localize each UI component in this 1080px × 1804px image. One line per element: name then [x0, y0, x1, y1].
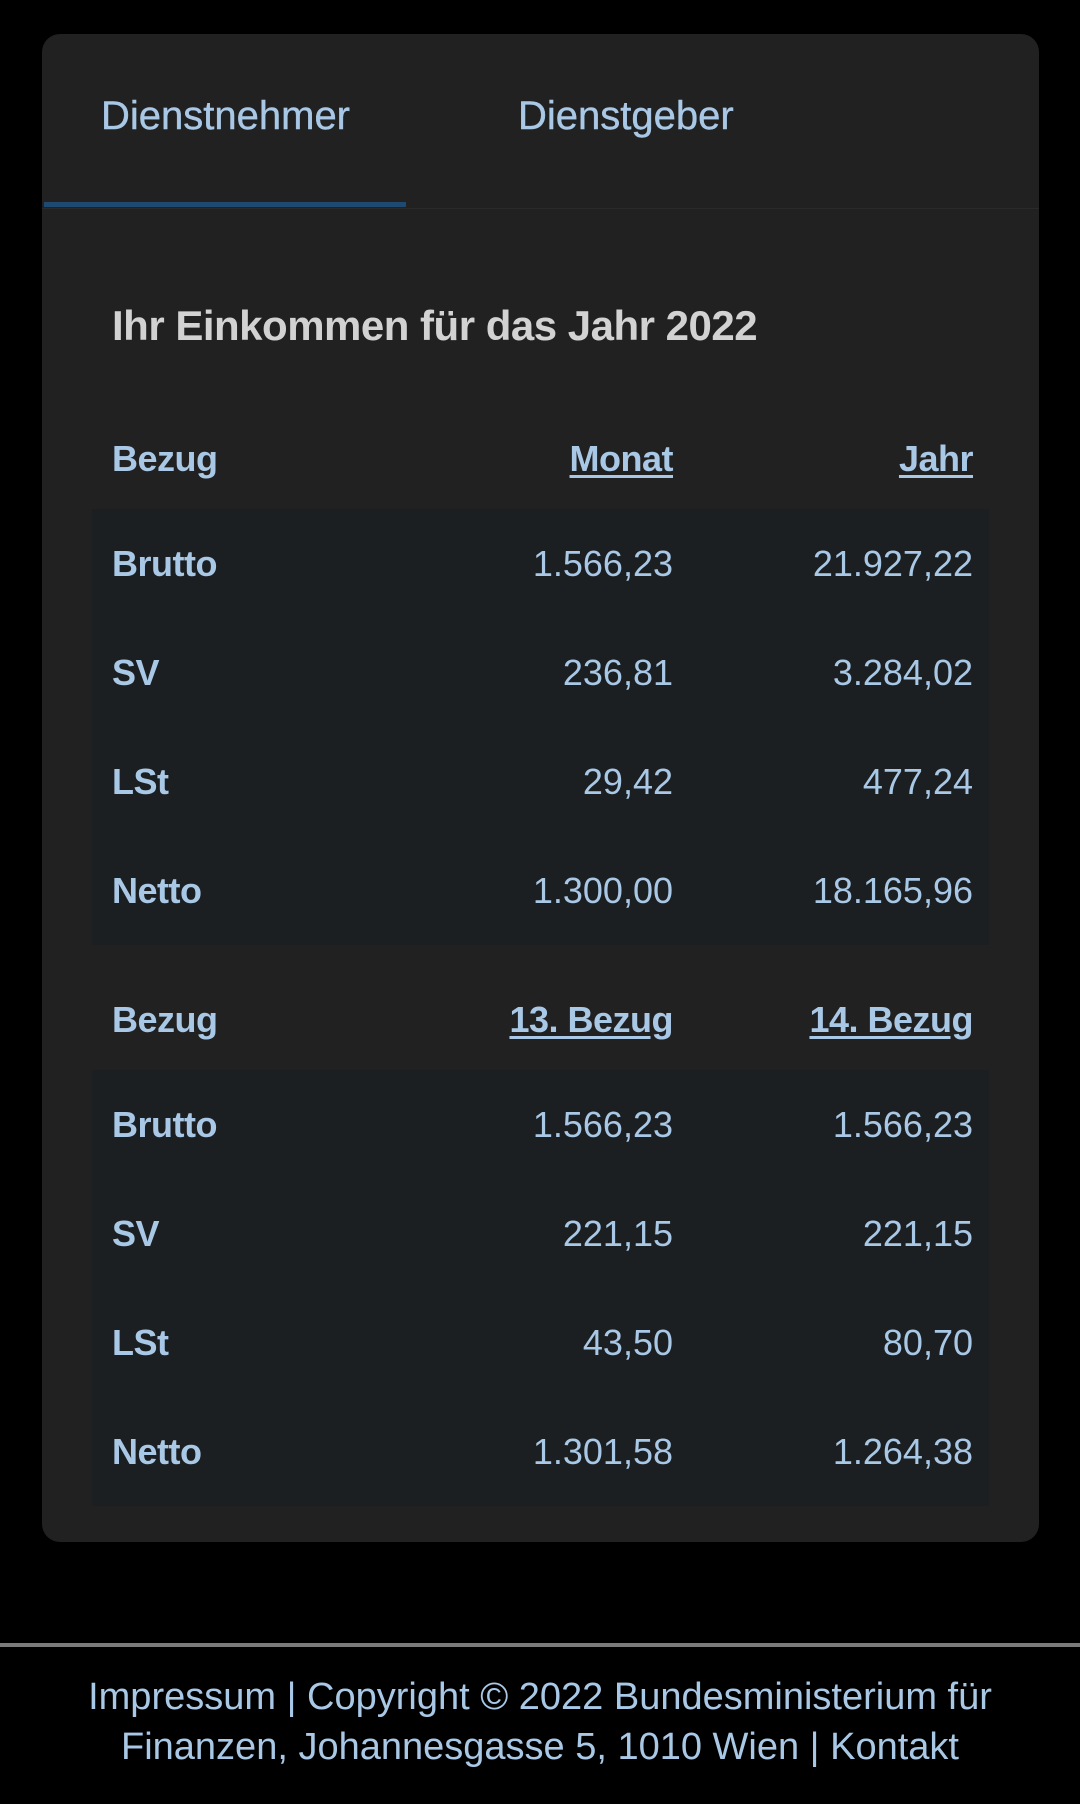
tab-bar: Dienstnehmer Dienstgeber: [42, 34, 1039, 209]
row-label: Netto: [112, 1430, 202, 1472]
tab-dienstnehmer[interactable]: Dienstnehmer: [101, 93, 351, 138]
table-row-lst: LSt 29,42 477,24: [92, 727, 989, 836]
footer-line-1: Impressum | Copyright © 2022 Bundesminis…: [0, 1672, 1080, 1722]
kontakt-link[interactable]: Kontakt: [830, 1726, 959, 1768]
footer: Impressum | Copyright © 2022 Bundesminis…: [0, 1672, 1080, 1772]
table-header-row: Bezug 13. Bezug 14. Bezug: [92, 970, 989, 1070]
table-row-netto: Netto 1.300,00 18.165,96: [92, 836, 989, 945]
value-13-bezug: 43,50: [582, 1321, 673, 1363]
footer-line-2: Finanzen, Johannesgasse 5, 1010 Wien | K…: [0, 1722, 1080, 1772]
value-jahr: 477,24: [862, 760, 973, 802]
table-row-brutto: Brutto 1.566,23 21.927,22: [92, 509, 989, 618]
table-row-sv: SV 236,81 3.284,02: [92, 618, 989, 727]
value-14-bezug: 1.566,23: [832, 1103, 973, 1145]
row-label: SV: [112, 1212, 160, 1254]
row-label: Brutto: [112, 1103, 217, 1145]
active-tab-indicator: [44, 202, 406, 207]
column-header-monat[interactable]: Monat: [569, 438, 674, 479]
value-monat: 236,81: [562, 651, 673, 693]
row-label: Brutto: [112, 542, 217, 584]
footer-separator: |: [276, 1676, 308, 1718]
table-header-row: Bezug Monat Jahr: [92, 409, 989, 509]
value-monat: 1.300,00: [532, 869, 673, 911]
copyright-text-1: Copyright © 2022 Bundesministerium für: [307, 1676, 992, 1718]
tab-dienstgeber[interactable]: Dienstgeber: [518, 93, 734, 138]
row-label: LSt: [112, 1321, 169, 1363]
table-row-sv: SV 221,15 221,15: [92, 1179, 989, 1288]
row-label: LSt: [112, 760, 169, 802]
value-13-bezug: 221,15: [562, 1212, 673, 1254]
value-monat: 1.566,23: [532, 542, 673, 584]
value-jahr: 18.165,96: [812, 869, 973, 911]
income-table-special: Bezug 13. Bezug 14. Bezug Brutto 1.566,2…: [92, 970, 989, 1506]
value-monat: 29,42: [582, 760, 673, 802]
copyright-text-2: Finanzen, Johannesgasse 5, 1010 Wien: [121, 1726, 800, 1768]
column-header-13-bezug[interactable]: 13. Bezug: [509, 999, 673, 1040]
column-header-bezug: Bezug: [112, 438, 218, 479]
value-14-bezug: 80,70: [882, 1321, 973, 1363]
table-row-brutto: Brutto 1.566,23 1.566,23: [92, 1070, 989, 1179]
income-card: Dienstnehmer Dienstgeber Ihr Einkommen f…: [42, 34, 1039, 1542]
value-14-bezug: 221,15: [862, 1212, 973, 1254]
table-row-lst: LSt 43,50 80,70: [92, 1288, 989, 1397]
row-label: Netto: [112, 869, 202, 911]
column-header-14-bezug[interactable]: 14. Bezug: [809, 999, 973, 1040]
value-13-bezug: 1.566,23: [532, 1103, 673, 1145]
row-label: SV: [112, 651, 160, 693]
value-jahr: 21.927,22: [812, 542, 973, 584]
value-13-bezug: 1.301,58: [532, 1430, 673, 1472]
impressum-link[interactable]: Impressum: [88, 1676, 277, 1718]
value-14-bezug: 1.264,38: [832, 1430, 973, 1472]
value-jahr: 3.284,02: [832, 651, 973, 693]
section-title: Ihr Einkommen für das Jahr 2022: [112, 302, 758, 349]
column-header-jahr[interactable]: Jahr: [898, 438, 974, 479]
footer-divider: [0, 1643, 1080, 1647]
column-header-bezug: Bezug: [112, 999, 218, 1040]
footer-separator: |: [799, 1726, 831, 1768]
table-row-netto: Netto 1.301,58 1.264,38: [92, 1397, 989, 1506]
income-table-monthly: Bezug Monat Jahr Brutto 1.566,23 21.927,…: [92, 409, 989, 945]
